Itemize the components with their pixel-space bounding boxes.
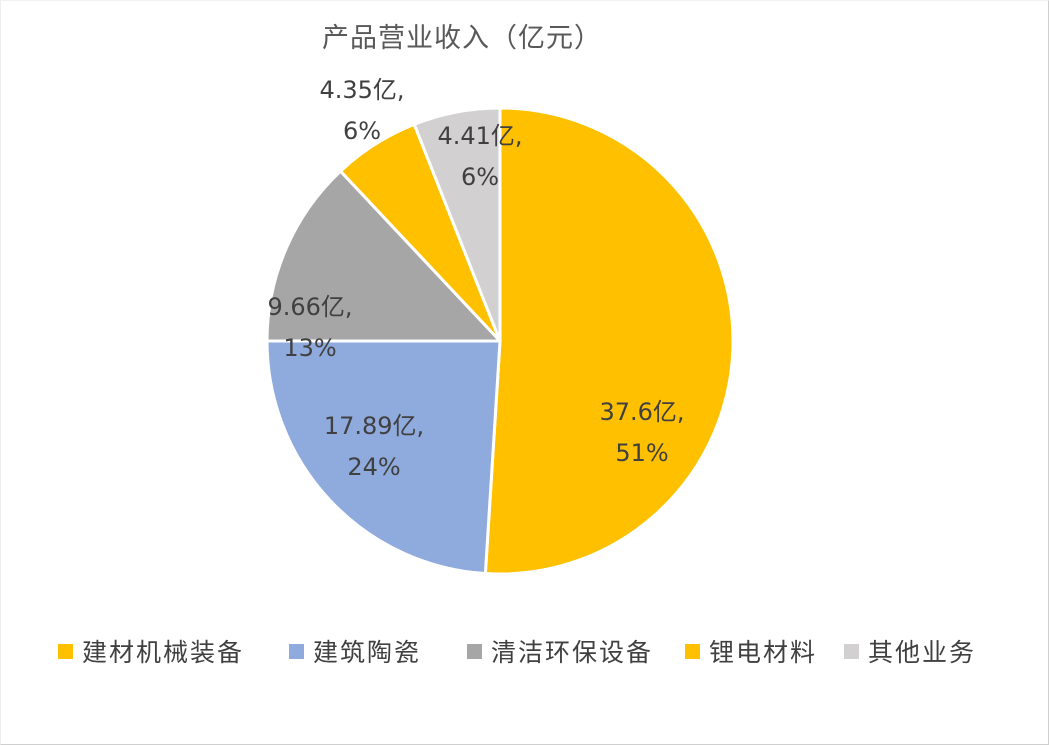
legend-label-building-ceramics: 建筑陶瓷 [313, 638, 422, 667]
pie-slice-other-business [412, 106, 502, 343]
pie-slice-cleaning-env-equipment [265, 169, 502, 343]
legend-label-lithium-battery-materials: 锂电材料 [709, 638, 818, 667]
legend-item-cleaning-env-equipment: 清洁环保设备 [467, 629, 653, 673]
legend: 建材机械装备 建筑陶瓷 清洁环保设备 锂电材料 其他业务 [1, 629, 1048, 673]
legend-item-building-ceramics: 建筑陶瓷 [289, 629, 421, 673]
legend-item-building-materials-machinery: 建材机械装备 [58, 629, 244, 673]
legend-swatch-building-ceramics [289, 643, 304, 659]
pie-slice-building-materials-machinery [483, 106, 735, 576]
legend-label-building-materials-machinery: 建材机械装备 [82, 638, 245, 667]
legend-swatch-building-materials-machinery [58, 643, 73, 659]
legend-item-lithium-battery-materials: 锂电材料 [685, 629, 817, 673]
legend-swatch-lithium-battery-materials [685, 643, 700, 659]
legend-label-other-business: 其他业务 [868, 638, 977, 667]
legend-swatch-other-business [844, 643, 859, 659]
legend-item-other-business: 其他业务 [844, 629, 976, 673]
pie-slice-building-ceramics [265, 339, 502, 576]
legend-label-cleaning-env-equipment: 清洁环保设备 [491, 638, 654, 667]
chart-title: 产品营业收入（亿元） [322, 23, 602, 54]
legend-swatch-cleaning-env-equipment [467, 643, 482, 659]
